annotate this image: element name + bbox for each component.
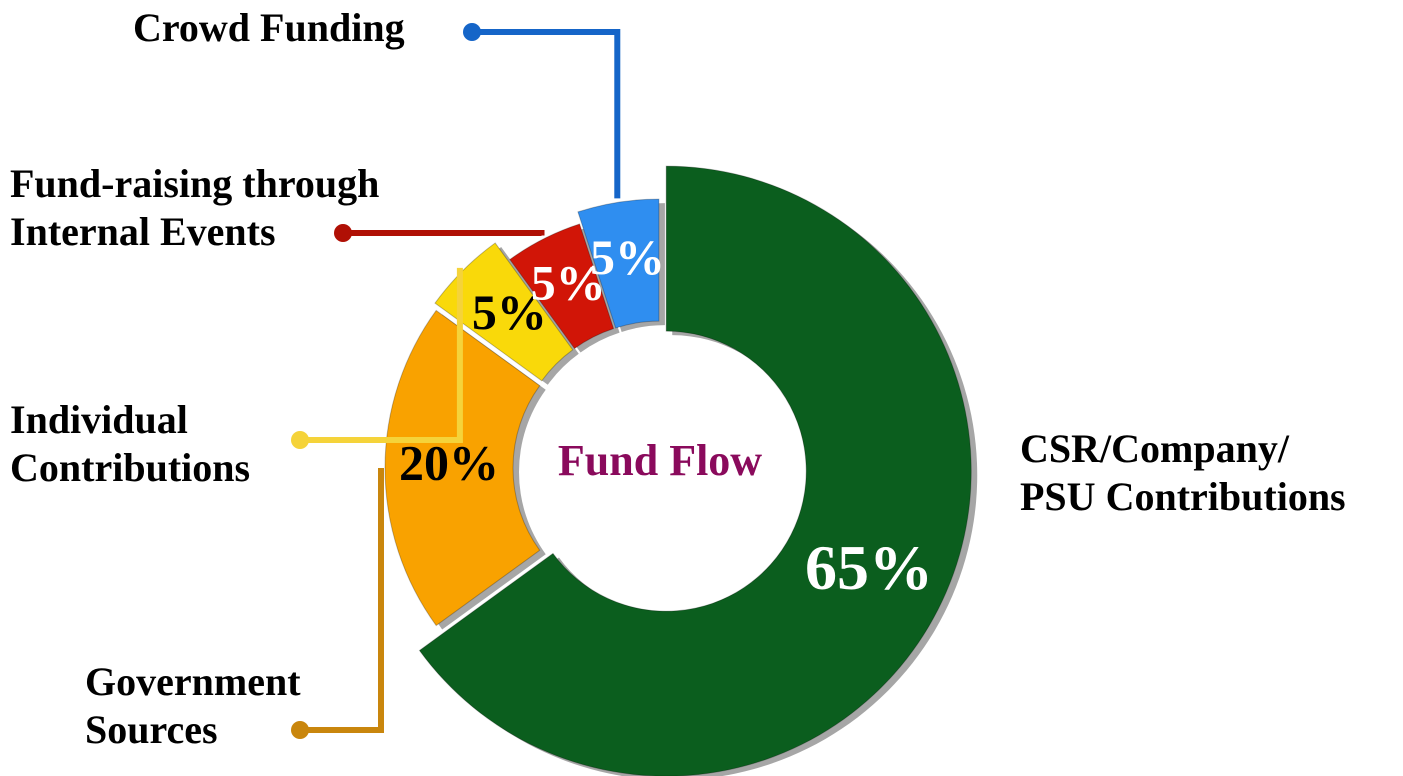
slice: [384, 309, 541, 627]
connector-dot: [463, 23, 481, 41]
value-label: 20%: [399, 434, 499, 490]
slice: [509, 223, 615, 350]
slice: [418, 165, 972, 776]
value-label: 5%: [531, 254, 606, 310]
connector-dot: [334, 224, 352, 242]
category-label: Government Sources: [85, 659, 301, 752]
category-label: Individual Contributions: [10, 397, 251, 490]
connector: [300, 468, 384, 733]
connector-dot: [291, 721, 309, 739]
category-label: CSR/Company/ PSU Contributions: [1020, 426, 1346, 519]
connector-dot: [291, 431, 309, 449]
slice: [434, 242, 574, 382]
value-label: 5%: [590, 229, 665, 285]
connector: [343, 230, 545, 236]
slice: [577, 198, 660, 329]
value-label: 65%: [805, 532, 933, 603]
category-label: Crowd Funding: [133, 5, 405, 50]
category-label: Fund-raising through Internal Events: [10, 161, 380, 254]
center-label: Fund Flow: [558, 436, 762, 485]
connector: [472, 29, 621, 199]
connector: [300, 267, 463, 443]
